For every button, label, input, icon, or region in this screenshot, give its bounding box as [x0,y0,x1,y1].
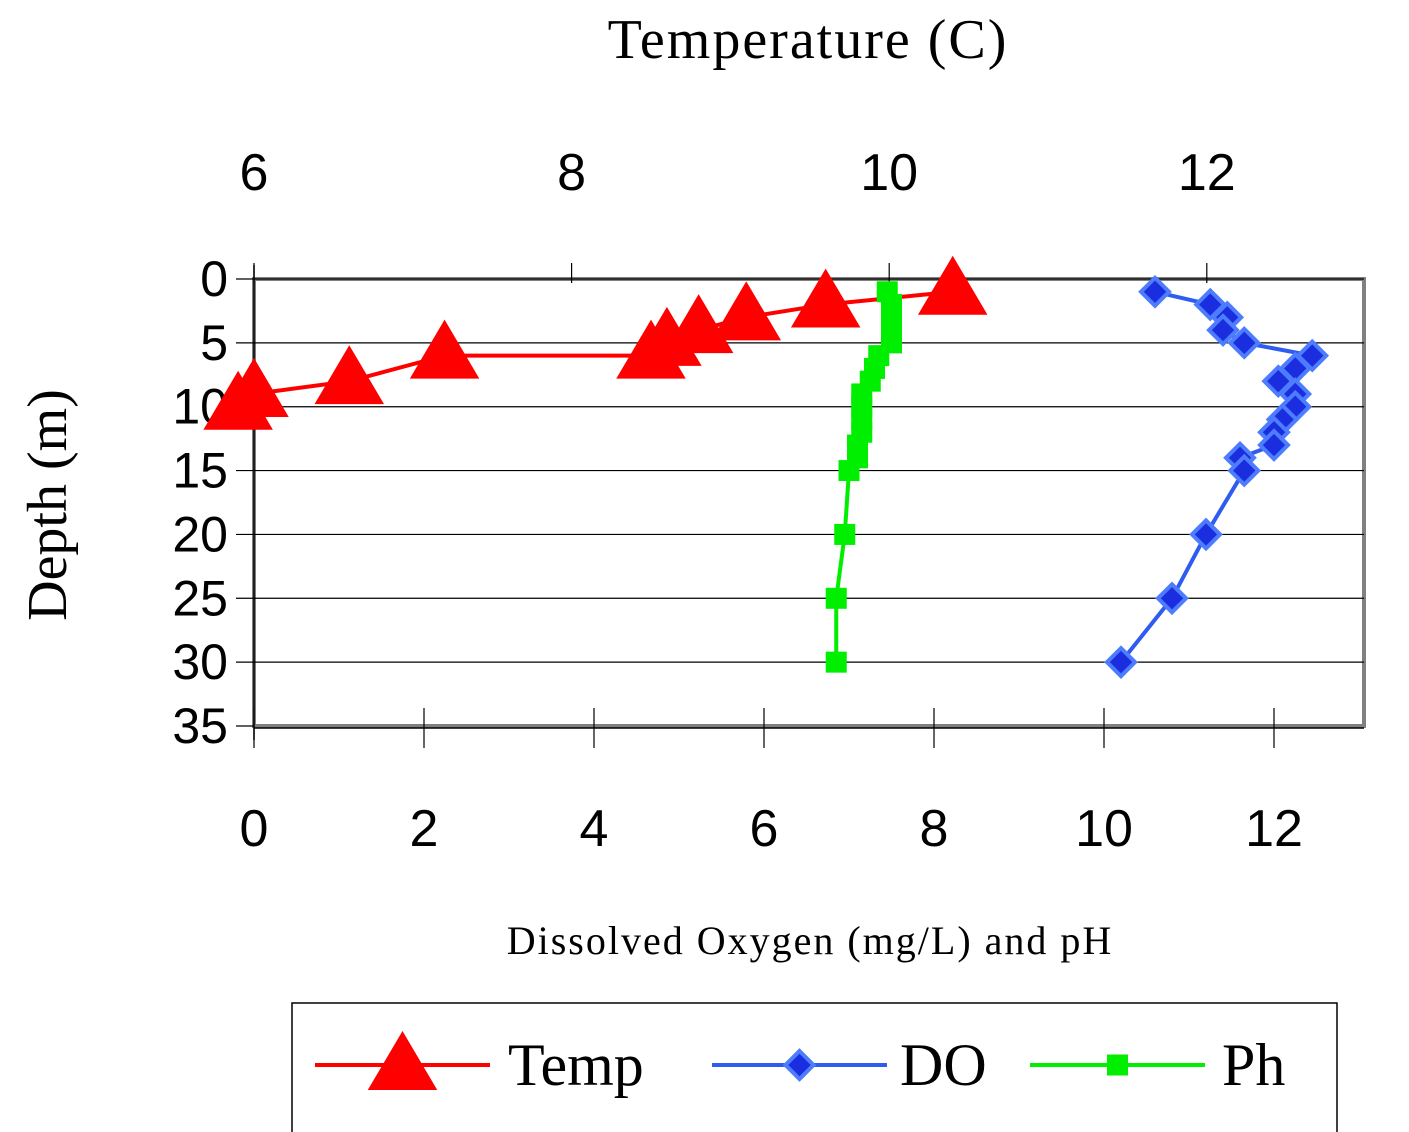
x-bottom-tick-label: 0 [240,800,269,858]
data-point-ph [825,651,847,673]
x-bottom-tick-label: 8 [920,800,949,858]
data-point-do [1257,428,1291,462]
y-tick-label: 15 [172,443,228,499]
data-point-temp [314,345,385,405]
y-tick-label: 35 [172,698,228,754]
x-top-tick-label: 12 [1178,144,1236,202]
data-point-ph [838,460,860,482]
y-axis-title: Depth (m) [17,389,79,621]
data-point-ph [825,587,847,609]
legend-item-ph: Ph [1030,1032,1285,1098]
legend-item-do: DO [712,1032,987,1098]
data-point-temp [616,319,686,379]
y-tick-label: 5 [200,315,228,371]
data-point-temp [203,370,273,430]
data-point-temp [711,281,782,341]
data-point-temp [917,255,988,315]
x-top-tick-label: 6 [240,144,269,202]
series-temp [203,255,988,430]
y-tick-label: 30 [172,634,228,690]
bottom-axis-title: Dissolved Oxygen (mg/L) and pH [507,918,1114,963]
legend-label-do: DO [900,1032,987,1098]
data-point-do [1206,313,1240,347]
legend-item-temp: Temp [315,1031,644,1098]
data-point-do [1138,274,1172,309]
y-tick-label: 0 [200,251,228,307]
top-axis-title: Temperature (C) [608,9,1009,71]
data-point-temp [790,268,861,328]
x-bottom-tick-label: 6 [750,800,779,858]
data-point-do [1155,581,1189,616]
y-tick-label: 20 [172,506,228,562]
data-point-do [1189,517,1223,552]
series-do [1104,274,1330,679]
x-bottom-tick-label: 4 [580,800,609,858]
data-point-do [1227,326,1262,360]
x-top-tick-label: 8 [557,144,586,202]
x-bottom-tick-label: 12 [1245,800,1303,858]
x-bottom-tick-label: 10 [1075,800,1133,858]
plot-area-frame [252,277,1366,728]
data-point-ph [834,523,856,545]
legend-label-ph: Ph [1222,1032,1285,1098]
data-point-temp [409,319,480,379]
series-ph [825,281,902,673]
data-point-do [1104,645,1138,679]
legend-marker-ph [1107,1054,1128,1076]
legend-marker-do [782,1048,817,1082]
legend-marker-temp [367,1031,438,1090]
legend-label-temp: Temp [508,1032,644,1098]
x-top-tick-label: 10 [860,144,918,202]
x-bottom-tick-label: 2 [410,800,439,858]
y-tick-label: 25 [172,570,228,626]
data-point-do [1227,453,1262,488]
legend-box [291,1002,1338,1132]
